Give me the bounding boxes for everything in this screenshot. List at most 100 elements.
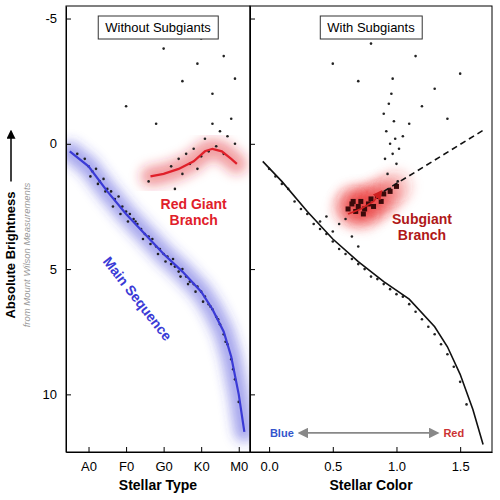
data-point [110,190,113,193]
data-point [395,293,398,296]
x-tick: M0 [230,447,248,474]
x-axis-title: Stellar Color [329,477,413,493]
x-axis: A0F0G0K0M0 [67,447,251,474]
annotation: Red GiantBranch [161,196,227,228]
data-point [147,180,150,183]
data-point [421,105,424,108]
data-point [446,353,449,356]
data-point [127,220,130,223]
data-point [196,62,199,65]
annotation: Blue [270,427,294,439]
data-square [356,204,361,209]
data-point [187,283,190,286]
data-point [181,80,184,83]
data-point [202,300,205,303]
data-point [196,168,199,171]
data-point [177,270,180,273]
data-point [446,117,449,120]
data-point [119,213,122,216]
data-square [388,189,393,194]
data-point [319,220,322,223]
series-line [70,151,245,432]
data-point [155,122,158,125]
data-point [162,47,165,50]
axis-line [250,7,251,453]
data-point [185,153,188,156]
annotation: Main Sequence [100,254,175,344]
data-point [112,205,115,208]
data-point [76,153,79,156]
data-point [338,248,341,251]
glow-band [70,151,245,432]
tick-mark [250,19,255,20]
data-point [179,275,182,278]
x-tick: K0 [194,447,210,474]
plot-area [70,37,245,432]
data-point [351,235,354,238]
data-point [357,80,360,83]
y-tick [250,269,255,270]
title-box: With Subgiants [320,16,422,39]
y-tick-label: -5 [45,11,57,26]
data-point [344,218,347,221]
data-point [414,55,417,58]
tick-mark [333,447,334,452]
data-point [338,223,341,226]
tick-mark [250,144,255,145]
annotation: SubgiantBranch [392,211,452,243]
data-point [177,158,180,161]
axis-line [66,7,67,453]
series-line [150,149,236,177]
annotation-line: Red [443,427,464,439]
data-point [222,55,225,58]
y-tick: 10 [43,387,71,402]
data-point [421,318,424,321]
y-tick-label: 5 [50,262,57,277]
data-point [395,163,398,166]
glow-spot [380,170,412,202]
data-point [344,253,347,256]
annotation-line: Blue [270,427,294,439]
data-point [234,143,237,146]
data-point [125,105,128,108]
data-point [386,173,389,176]
plot-area [263,42,486,444]
x-tick-label: K0 [194,459,210,474]
data-square [351,199,356,204]
chart-root: A0F0G0K0M0-50510Without SubgiantsStellar… [0,0,500,500]
y-tick [250,144,255,145]
annotation-line: Branch [398,227,446,243]
x-tick: G0 [155,447,172,474]
x-tick-label: G0 [155,459,172,474]
data-point [390,92,393,95]
data-point [312,223,315,226]
data-point [433,333,436,336]
data-point [300,208,303,211]
data-point [394,137,397,140]
data-square [381,191,386,196]
data-square [346,206,351,211]
data-point [215,145,218,148]
data-point [174,188,177,191]
data-square [369,196,374,201]
x-tick-label: 1.0 [388,459,406,474]
tick-mark [66,394,71,395]
data-square [371,204,376,209]
y-tick [250,19,255,20]
mark-layer [70,37,245,432]
x-tick: A0 [81,447,97,474]
glow-spot [347,198,379,230]
y-axis-title: Absolute Brightness [3,191,18,318]
data-point [230,117,233,120]
data-square [358,199,363,204]
mark-layer [263,42,486,444]
tick-mark [66,19,71,20]
data-point [385,130,388,133]
data-point [384,158,387,161]
data-point [408,303,411,306]
data-point [459,72,462,75]
tick-mark [126,447,127,452]
x-tick-label: 1.5 [452,459,470,474]
plot-frame [66,6,250,452]
x-tick-label: M0 [230,459,248,474]
